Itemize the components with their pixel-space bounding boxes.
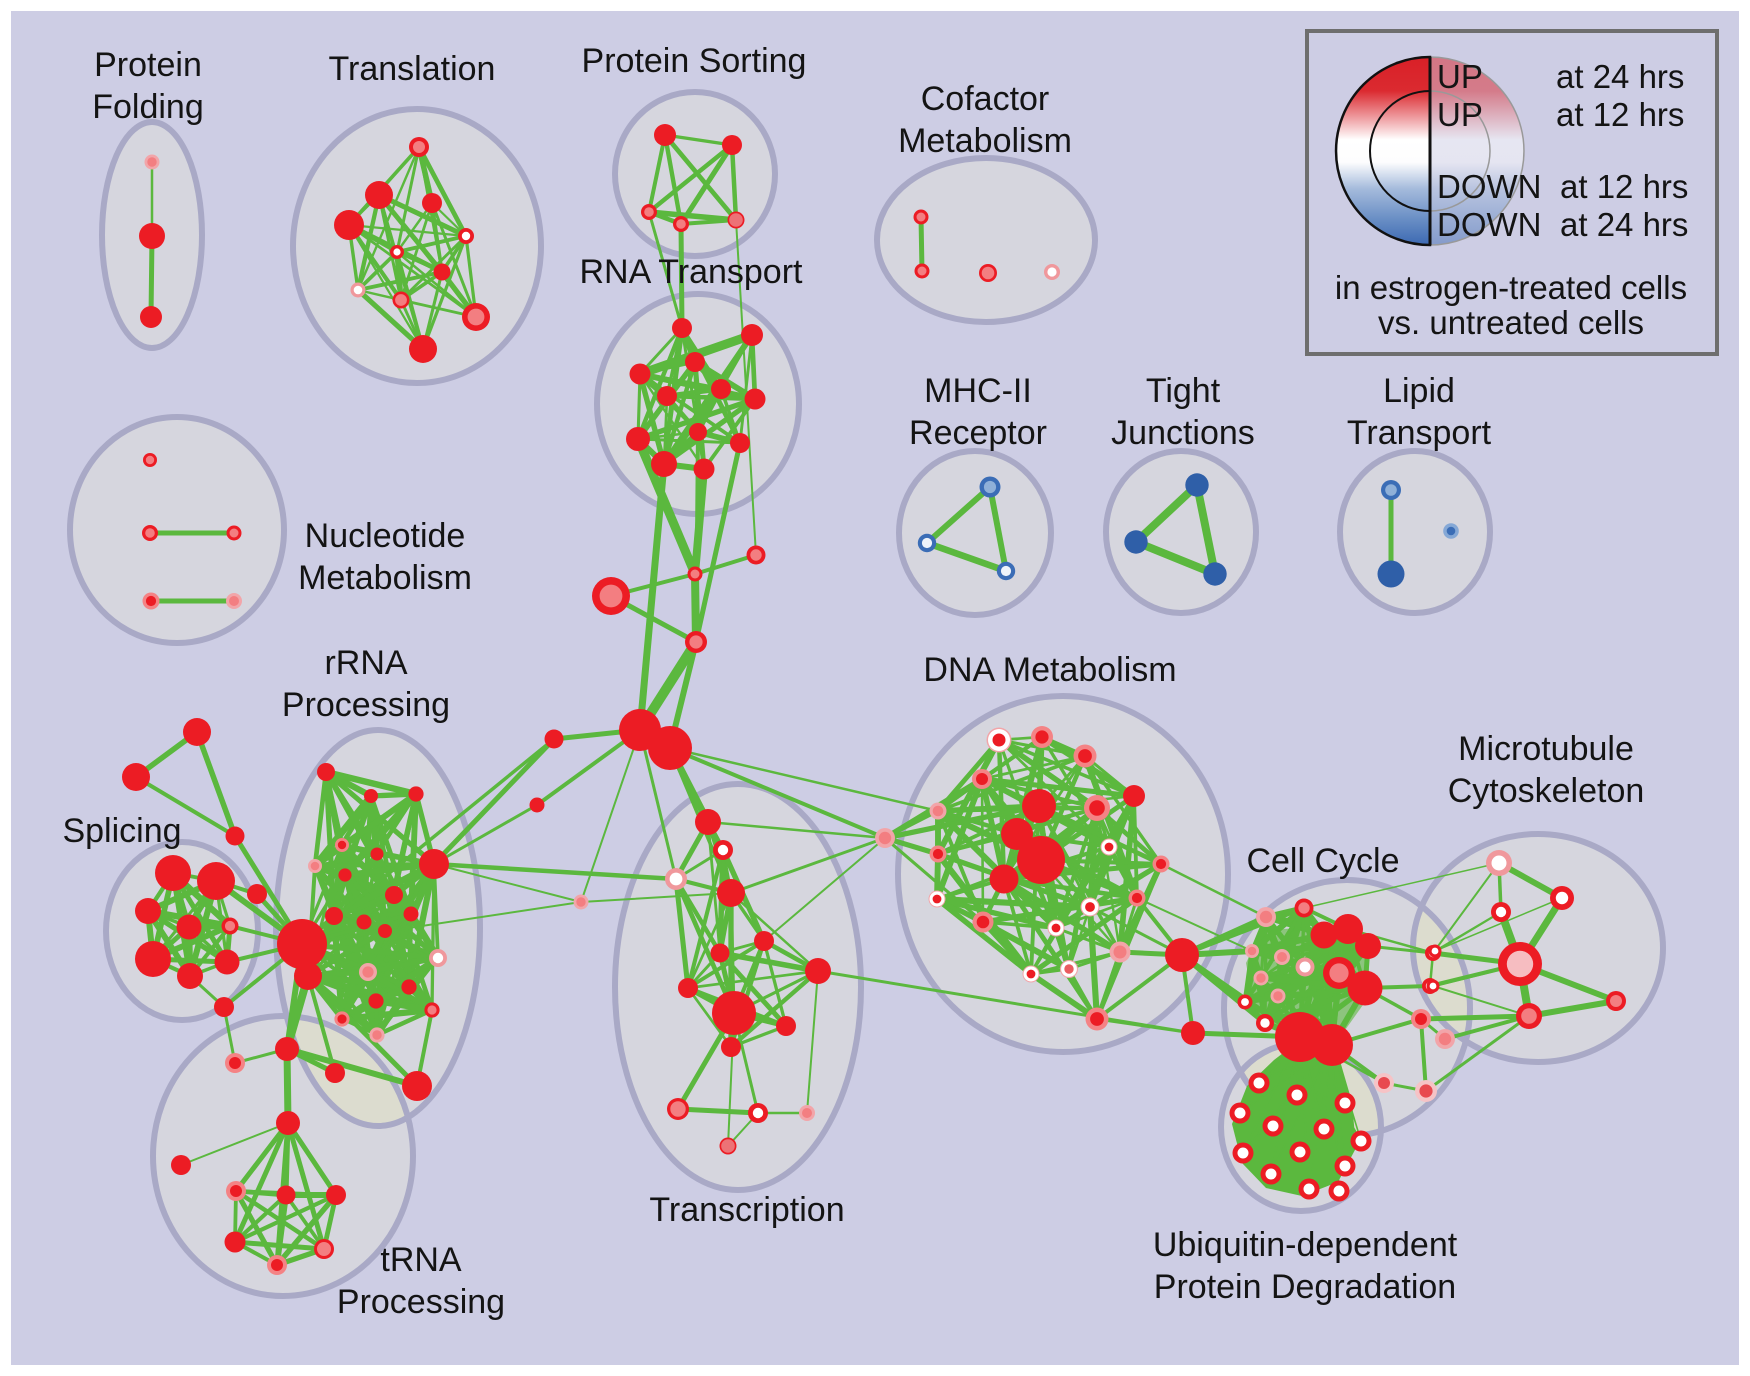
svg-text:Cell Cycle: Cell Cycle <box>1246 842 1399 880</box>
svg-text:DOWN: DOWN <box>1437 206 1541 243</box>
svg-text:Translation: Translation <box>329 50 496 88</box>
svg-text:Protein: Protein <box>94 46 202 84</box>
svg-text:Processing: Processing <box>282 686 450 724</box>
svg-text:Splicing: Splicing <box>62 812 181 850</box>
svg-text:RNA Transport: RNA Transport <box>580 253 804 291</box>
svg-text:Metabolism: Metabolism <box>298 559 472 597</box>
svg-text:at 12 hrs: at 12 hrs <box>1556 96 1684 133</box>
svg-text:at 24 hrs: at 24 hrs <box>1560 206 1688 243</box>
svg-text:UP: UP <box>1437 96 1483 133</box>
svg-text:Ubiquitin-dependent: Ubiquitin-dependent <box>1153 1226 1458 1264</box>
svg-text:at 12 hrs: at 12 hrs <box>1560 168 1688 205</box>
svg-text:Metabolism: Metabolism <box>898 122 1072 160</box>
svg-text:Processing: Processing <box>337 1283 505 1321</box>
svg-text:in estrogen-treated cells: in estrogen-treated cells <box>1335 269 1687 306</box>
svg-text:vs. untreated cells: vs. untreated cells <box>1378 304 1644 341</box>
svg-text:Microtubule: Microtubule <box>1458 730 1634 768</box>
svg-text:rRNA: rRNA <box>324 644 407 682</box>
svg-text:UP: UP <box>1437 58 1483 95</box>
svg-text:DNA Metabolism: DNA Metabolism <box>923 651 1176 689</box>
svg-text:Receptor: Receptor <box>909 414 1047 452</box>
svg-text:Cofactor: Cofactor <box>921 80 1050 118</box>
svg-text:Transport: Transport <box>1347 414 1492 452</box>
svg-text:Tight: Tight <box>1146 372 1221 410</box>
svg-text:Nucleotide: Nucleotide <box>305 517 466 555</box>
svg-text:MHC-II: MHC-II <box>924 372 1032 410</box>
svg-text:Lipid: Lipid <box>1383 372 1455 410</box>
svg-text:Cytoskeleton: Cytoskeleton <box>1448 772 1645 810</box>
svg-text:Protein Degradation: Protein Degradation <box>1154 1268 1456 1306</box>
svg-text:Protein Sorting: Protein Sorting <box>582 42 807 80</box>
svg-text:Folding: Folding <box>92 88 204 126</box>
svg-text:Transcription: Transcription <box>649 1191 844 1229</box>
svg-text:at 24 hrs: at 24 hrs <box>1556 58 1684 95</box>
svg-text:Junctions: Junctions <box>1111 414 1255 452</box>
svg-text:DOWN: DOWN <box>1437 168 1541 205</box>
svg-text:tRNA: tRNA <box>380 1241 462 1279</box>
